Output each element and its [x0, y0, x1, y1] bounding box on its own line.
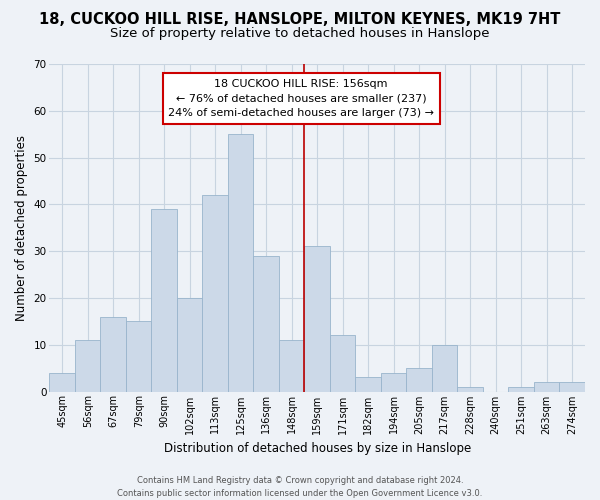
Bar	[432, 344, 457, 392]
Bar	[49, 373, 75, 392]
Bar	[75, 340, 100, 392]
Bar	[202, 195, 228, 392]
Bar	[279, 340, 304, 392]
Bar	[355, 378, 381, 392]
Bar	[534, 382, 559, 392]
Text: 18 CUCKOO HILL RISE: 156sqm
← 76% of detached houses are smaller (237)
24% of se: 18 CUCKOO HILL RISE: 156sqm ← 76% of det…	[168, 78, 434, 118]
Bar	[406, 368, 432, 392]
Bar	[228, 134, 253, 392]
Text: 18, CUCKOO HILL RISE, HANSLOPE, MILTON KEYNES, MK19 7HT: 18, CUCKOO HILL RISE, HANSLOPE, MILTON K…	[40, 12, 560, 28]
X-axis label: Distribution of detached houses by size in Hanslope: Distribution of detached houses by size …	[164, 442, 471, 455]
Bar	[151, 209, 177, 392]
Bar	[457, 387, 483, 392]
Text: Size of property relative to detached houses in Hanslope: Size of property relative to detached ho…	[110, 28, 490, 40]
Bar	[177, 298, 202, 392]
Bar	[330, 336, 355, 392]
Bar	[381, 373, 406, 392]
Bar	[126, 322, 151, 392]
Text: Contains HM Land Registry data © Crown copyright and database right 2024.
Contai: Contains HM Land Registry data © Crown c…	[118, 476, 482, 498]
Bar	[253, 256, 279, 392]
Bar	[100, 316, 126, 392]
Bar	[508, 387, 534, 392]
Bar	[304, 246, 330, 392]
Bar	[559, 382, 585, 392]
Y-axis label: Number of detached properties: Number of detached properties	[15, 135, 28, 321]
